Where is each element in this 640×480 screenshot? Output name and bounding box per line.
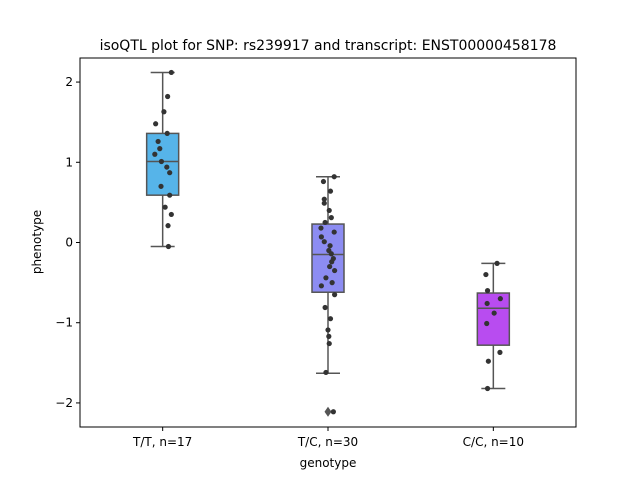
data-point (332, 292, 338, 298)
y-tick-label: 1 (65, 155, 73, 169)
data-point (328, 215, 334, 221)
data-point (168, 69, 174, 76)
data-point (167, 192, 173, 198)
y-tick-label: −2 (55, 396, 73, 410)
data-point (327, 263, 333, 270)
y-tick-label: −1 (55, 316, 73, 330)
data-point (321, 196, 327, 202)
data-point (168, 211, 174, 218)
y-axis: 2 1 0 −1 −2 (55, 75, 80, 410)
box-iqr (311, 223, 345, 293)
data-point (484, 320, 490, 327)
data-point (157, 146, 163, 152)
data-point (326, 333, 332, 339)
data-point (325, 327, 331, 333)
data-point (326, 340, 332, 347)
data-point (323, 275, 329, 281)
data-point (327, 316, 334, 322)
data-point (323, 369, 329, 376)
plot-frame (79, 57, 577, 428)
box-iqr (476, 292, 511, 346)
data-point (331, 229, 337, 235)
data-point (165, 223, 171, 229)
data-point (485, 358, 491, 364)
data-point (318, 225, 324, 231)
data-point (491, 310, 497, 316)
data-point (328, 251, 334, 257)
y-axis-label: phenotype (30, 210, 44, 274)
x-tick-label: T/T, n=17 (132, 435, 192, 449)
y-tick-label: 0 (65, 236, 73, 250)
data-point (153, 121, 159, 127)
y-tick-label: 2 (65, 75, 73, 89)
data-point (497, 349, 503, 355)
data-point (322, 219, 328, 226)
data-point (483, 271, 489, 278)
data-point (152, 151, 158, 157)
data-point (331, 174, 337, 180)
data-point (330, 409, 336, 415)
data-point (158, 158, 165, 165)
data-point (327, 243, 333, 249)
data-point (164, 164, 170, 170)
outlier-marker (324, 406, 332, 417)
data-point (161, 109, 167, 115)
x-tick-label: C/C, n=10 (463, 435, 524, 449)
data-point (332, 267, 338, 274)
data-point (497, 296, 503, 302)
box-group (311, 174, 345, 417)
data-point (318, 283, 324, 289)
data-point (321, 200, 327, 206)
box-group (145, 69, 180, 250)
data-point (484, 300, 490, 307)
data-point (329, 259, 335, 265)
data-point (158, 183, 164, 189)
data-point (167, 170, 173, 176)
data-point (165, 243, 172, 250)
box-group (476, 260, 511, 392)
data-point (326, 207, 332, 214)
data-point (320, 178, 327, 185)
plot-area (145, 69, 511, 417)
data-point (318, 234, 324, 240)
x-axis-label: genotype (300, 456, 357, 470)
data-point (321, 239, 327, 245)
data-point (329, 280, 335, 286)
chart-title: isoQTL plot for SNP: rs239917 and transc… (100, 38, 557, 54)
x-axis: T/T, n=17 T/C, n=30 C/C, n=10 (132, 427, 524, 449)
data-point (322, 304, 328, 311)
data-point (162, 204, 168, 210)
data-point (494, 260, 500, 266)
x-tick-label: T/C, n=30 (297, 435, 358, 449)
data-point (484, 288, 491, 294)
data-point (484, 385, 491, 392)
data-point (155, 138, 161, 145)
data-point (327, 188, 334, 194)
data-point (164, 130, 170, 137)
data-point (165, 93, 171, 100)
